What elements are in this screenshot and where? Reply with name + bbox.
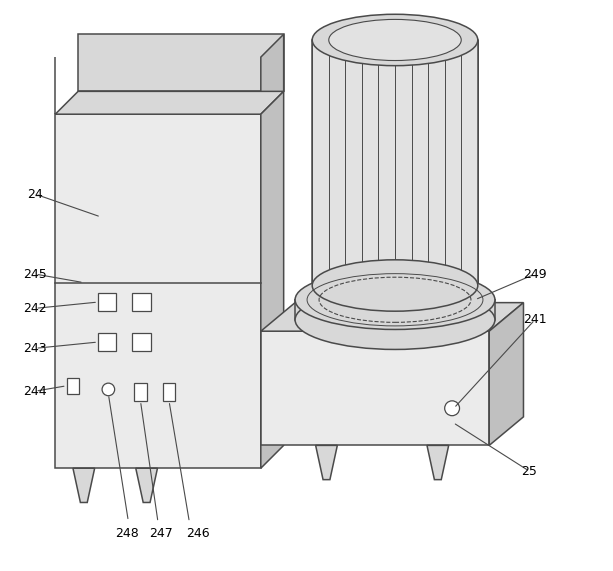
Polygon shape <box>427 445 449 480</box>
Text: 24: 24 <box>28 188 43 200</box>
Polygon shape <box>316 445 337 480</box>
Ellipse shape <box>312 260 478 311</box>
Text: 241: 241 <box>523 313 547 326</box>
Text: 242: 242 <box>23 302 47 315</box>
Polygon shape <box>78 34 284 91</box>
Ellipse shape <box>329 19 461 61</box>
Bar <box>98 293 116 311</box>
Bar <box>261 331 489 445</box>
Text: 244: 244 <box>23 385 47 397</box>
Polygon shape <box>73 468 94 502</box>
Text: 25: 25 <box>521 465 537 477</box>
Polygon shape <box>261 91 284 468</box>
Bar <box>132 293 151 311</box>
Text: 247: 247 <box>149 528 173 540</box>
Text: 243: 243 <box>23 342 47 355</box>
Text: 248: 248 <box>115 528 139 540</box>
Polygon shape <box>261 303 524 331</box>
Circle shape <box>102 383 115 396</box>
Bar <box>134 383 147 401</box>
Bar <box>67 377 78 394</box>
Bar <box>98 333 116 351</box>
Bar <box>132 333 151 351</box>
Text: 249: 249 <box>523 268 547 280</box>
Bar <box>383 291 400 305</box>
Bar <box>55 114 261 468</box>
Text: 246: 246 <box>186 528 210 540</box>
Bar <box>162 383 175 401</box>
Text: 245: 245 <box>23 268 47 280</box>
Polygon shape <box>135 468 158 502</box>
Polygon shape <box>261 34 284 114</box>
Bar <box>312 40 478 286</box>
Polygon shape <box>55 91 284 114</box>
Ellipse shape <box>312 14 478 66</box>
Ellipse shape <box>295 270 495 329</box>
Ellipse shape <box>295 290 495 349</box>
Circle shape <box>444 401 460 416</box>
Polygon shape <box>489 303 524 445</box>
